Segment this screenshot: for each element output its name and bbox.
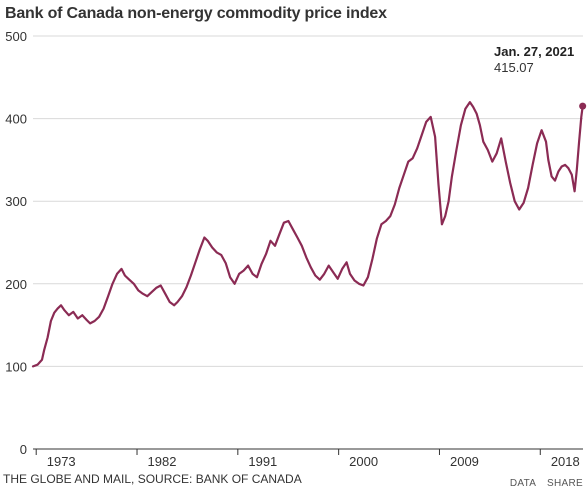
annotation-value: 415.07 xyxy=(494,60,534,75)
footer-links: DATA SHARE xyxy=(502,478,583,489)
chart-title: Bank of Canada non-energy commodity pric… xyxy=(5,5,387,22)
x-tick-label: 1973 xyxy=(47,454,76,469)
series-line xyxy=(31,100,584,368)
x-tick-label: 2018 xyxy=(551,454,580,469)
source-credit: THE GLOBE AND MAIL, SOURCE: BANK OF CANA… xyxy=(3,472,302,486)
annotation-date: Jan. 27, 2021 xyxy=(494,44,574,59)
y-tick-label: 100 xyxy=(5,359,27,374)
y-tick-label: 500 xyxy=(5,29,27,44)
endpoint-marker xyxy=(579,102,587,110)
share-link[interactable]: SHARE xyxy=(547,478,583,489)
line-chart: 0 100 200 300 400 500 1973 1982 1991 2000 2009 2018… xyxy=(5,29,587,469)
y-tick-label: 0 xyxy=(20,442,27,457)
x-tick-label: 2000 xyxy=(349,454,378,469)
x-tick-label: 1991 xyxy=(248,454,277,469)
y-tick-label: 300 xyxy=(5,194,27,209)
data-link[interactable]: DATA xyxy=(509,478,537,489)
y-tick-label: 200 xyxy=(5,277,27,292)
y-tick-label: 400 xyxy=(5,112,27,127)
x-tick-label: 2009 xyxy=(450,454,479,469)
x-tick-label: 1982 xyxy=(148,454,177,469)
